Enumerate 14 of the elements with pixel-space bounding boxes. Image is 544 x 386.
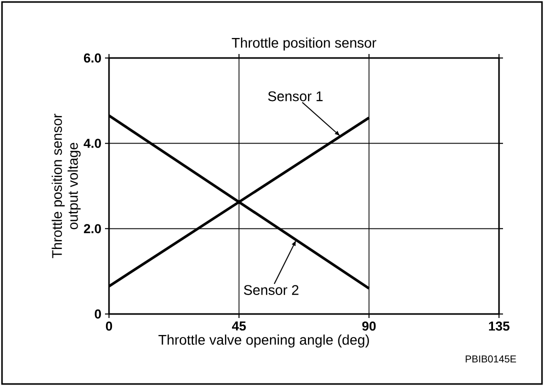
text: Sensor 1 — [268, 91, 323, 102]
x-tick-label: 135 — [489, 322, 510, 331]
x-axis-title: Throttle valve opening angle (deg) — [158, 334, 369, 348]
chart-title: Throttle position sensor — [232, 38, 376, 51]
y-tick-label: 2.0 — [84, 224, 101, 234]
text: PBIB0145E — [466, 355, 516, 362]
y-axis-title: Throttle position sensor output voltage — [52, 114, 81, 258]
y-tick-label: 6.0 — [84, 53, 101, 63]
y-tick-label: 4.0 — [84, 138, 101, 148]
x-tick-label: 90 — [362, 322, 376, 331]
x-tick-label: 0 — [106, 322, 112, 331]
text: Sensor 2 — [244, 285, 298, 295]
x-tick-label: 45 — [232, 322, 246, 331]
y-tick-label: 0 — [94, 309, 101, 319]
